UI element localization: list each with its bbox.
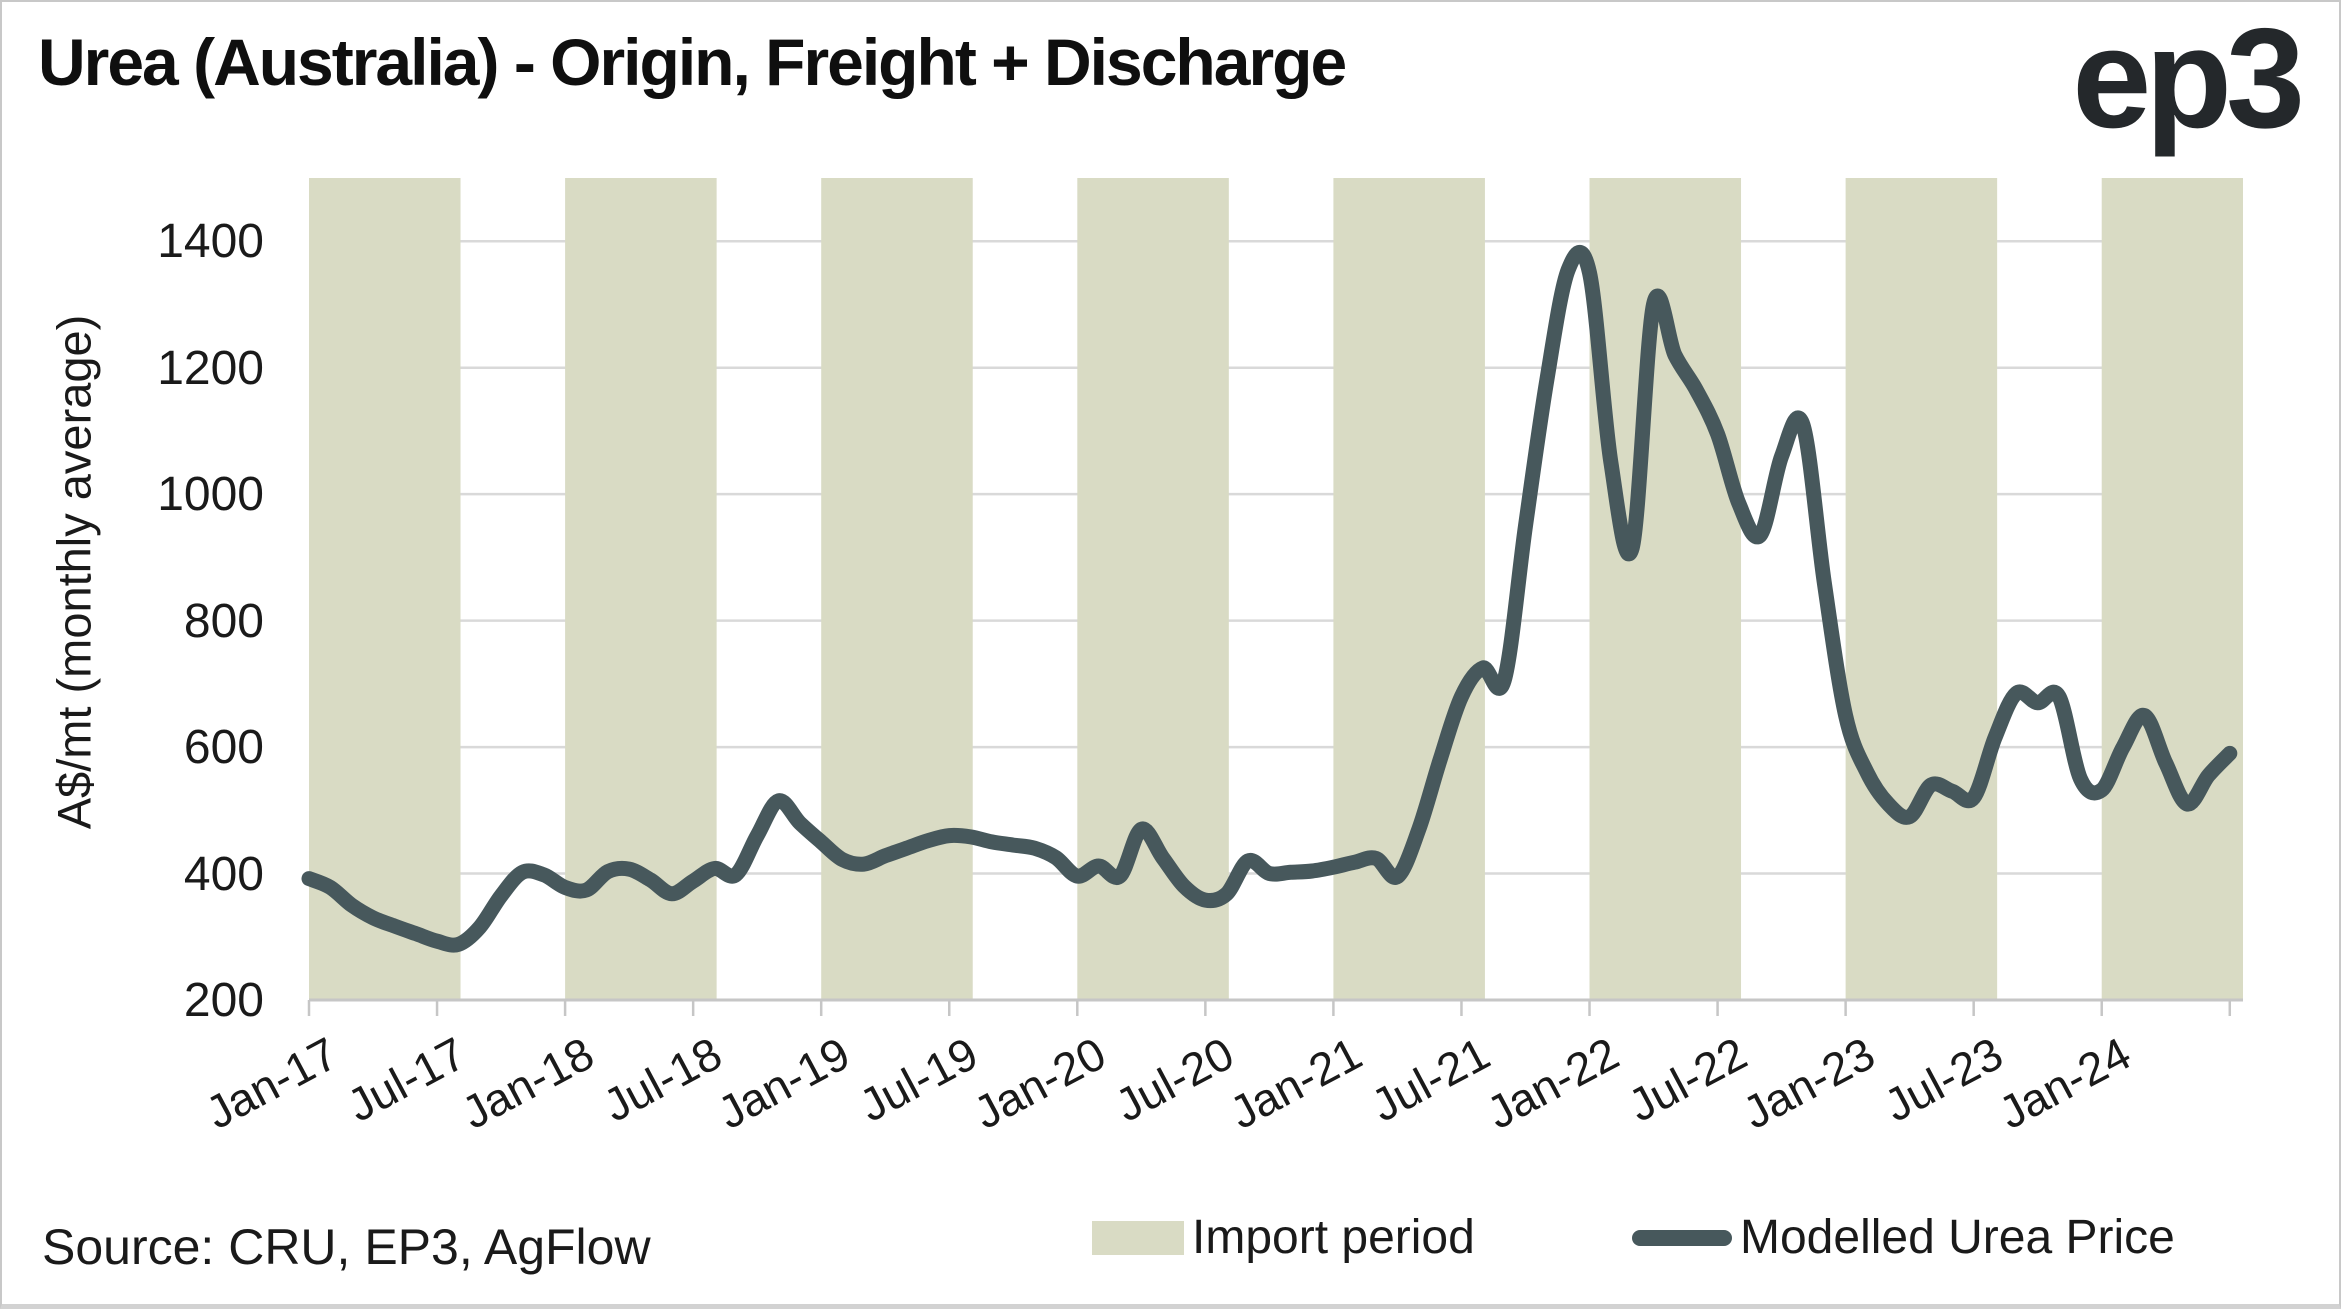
import-period-swatch-icon bbox=[1092, 1220, 1184, 1255]
legend-label-modelled-price: Modelled Urea Price bbox=[1740, 1211, 2175, 1264]
y-tick-label: 200 bbox=[183, 974, 264, 1027]
source-note: Source: CRU, EP3, AgFlow bbox=[42, 1219, 651, 1275]
import-period-band bbox=[565, 178, 717, 1000]
import-period-band bbox=[309, 178, 461, 1000]
y-tick-label: 800 bbox=[183, 594, 264, 648]
import-period-band bbox=[1845, 178, 1998, 1000]
legend-label-import-period: Import period bbox=[1192, 1211, 1475, 1264]
legend-item-import-period: Import period bbox=[1092, 1210, 1475, 1265]
import-period-band bbox=[1077, 178, 1229, 1000]
y-tick-label: 1400 bbox=[157, 215, 264, 269]
modelled-urea-price-line bbox=[301, 244, 2238, 953]
modelled-price-line-swatch-icon bbox=[1632, 1229, 1732, 1246]
y-tick-label: 600 bbox=[183, 721, 264, 775]
chart-title: Urea (Australia) - Origin, Freight + Dis… bbox=[38, 25, 1347, 99]
import-period-band bbox=[1333, 178, 1485, 1000]
ep3-logo: ep3 bbox=[2072, 0, 2305, 158]
import-period-band bbox=[821, 178, 973, 1000]
plot-area bbox=[301, 178, 2243, 1016]
y-tick-label: 1200 bbox=[157, 341, 264, 395]
y-tick-label: 400 bbox=[183, 847, 264, 901]
y-tick-label: 1000 bbox=[157, 468, 264, 522]
import-period-band bbox=[2101, 178, 2243, 1000]
legend-item-modelled-price: Modelled Urea Price bbox=[1632, 1210, 2175, 1265]
